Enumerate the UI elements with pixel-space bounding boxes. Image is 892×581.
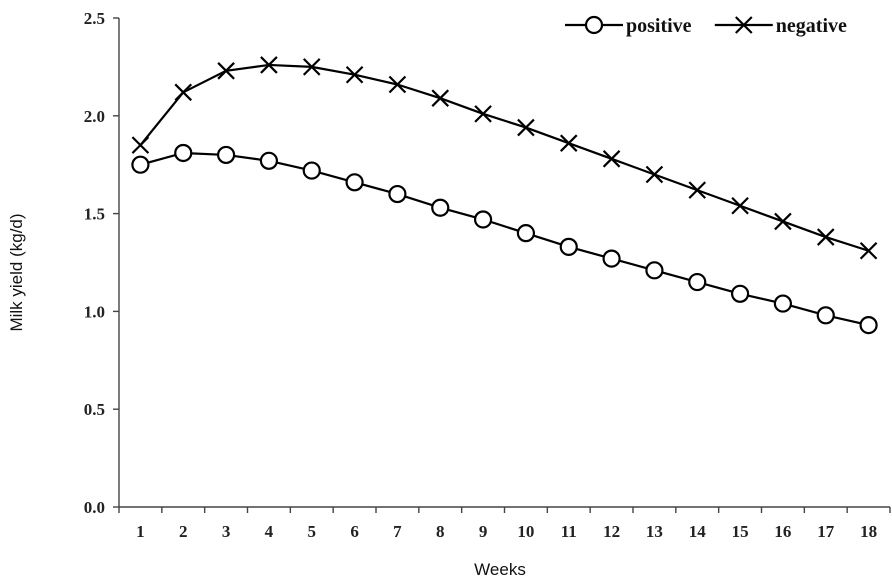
- x-tick-label: 13: [646, 522, 663, 541]
- data-point-positive: [516, 224, 536, 243]
- y-tick-label: 2.5: [84, 9, 105, 28]
- y-tick-label: 0.0: [84, 498, 105, 517]
- x-tick-label: 12: [603, 522, 620, 541]
- series-layer: [131, 56, 878, 335]
- data-point-negative: [174, 83, 193, 102]
- data-point-negative: [388, 75, 407, 94]
- cross-stroke: [474, 105, 492, 123]
- x-tick-label: 14: [689, 522, 707, 541]
- x-axis-ticks: 1 2 3 4 5 6 7 8 9 10 11 12 13 14 15 16 17 18: [118, 507, 891, 541]
- x-tick-label: 18: [860, 522, 877, 541]
- data-point-positive: [174, 143, 193, 163]
- y-axis-ticks: 0.0 0.5 1.0 1.5 2.0 2.5: [84, 9, 119, 517]
- data-point-positive: [559, 237, 578, 256]
- data-point-negative: [302, 58, 321, 76]
- data-point-negative: [217, 62, 235, 80]
- y-axis-title: Milk yield (kg/d): [7, 213, 26, 331]
- series-line-negative: [139, 63, 869, 252]
- series-line-positive: [140, 151, 869, 327]
- series-negative: [131, 56, 878, 260]
- data-point-positive: [431, 198, 450, 217]
- cross-stroke: [345, 65, 364, 84]
- cross-stroke: [517, 118, 535, 137]
- cross-stroke: [302, 58, 321, 76]
- data-point-positive: [302, 161, 321, 180]
- x-tick-label: 6: [350, 522, 359, 541]
- cross-stroke: [774, 212, 792, 231]
- x-tick-label: 9: [479, 522, 488, 541]
- data-point-positive: [859, 315, 878, 335]
- cross-stroke: [688, 181, 707, 199]
- data-point-positive: [216, 145, 236, 165]
- cross-stroke: [602, 150, 621, 168]
- legend-item-negative: negative: [714, 15, 847, 37]
- data-point-positive: [816, 306, 835, 325]
- cross-stroke: [859, 241, 878, 260]
- data-point-negative: [816, 228, 835, 246]
- data-point-positive: [730, 284, 750, 303]
- x-tick-label: 15: [732, 522, 749, 541]
- data-point-positive: [602, 249, 621, 268]
- data-point-positive: [388, 184, 407, 204]
- series-positive: [131, 143, 878, 335]
- data-point-negative: [602, 150, 621, 168]
- x-tick-label: 5: [308, 522, 317, 541]
- cross-stroke: [559, 134, 578, 152]
- x-tick-label: 11: [561, 522, 577, 541]
- data-point-negative: [859, 241, 878, 260]
- cross-stroke: [735, 16, 753, 34]
- x-tick-label: 7: [393, 522, 402, 541]
- x-tick-label: 8: [436, 522, 445, 541]
- cross-stroke: [731, 196, 749, 215]
- data-point-negative: [260, 56, 278, 74]
- cross-stroke: [217, 62, 235, 80]
- cross-stroke: [260, 56, 278, 74]
- data-point-positive: [345, 173, 364, 192]
- data-point-negative: [774, 212, 792, 231]
- cross-stroke: [431, 89, 450, 107]
- data-point-positive: [688, 272, 707, 292]
- cross-stroke: [645, 165, 664, 184]
- legend-label: negative: [776, 15, 847, 37]
- data-point-positive: [259, 151, 279, 170]
- data-point-positive: [773, 294, 793, 313]
- legend-marker: [735, 16, 753, 34]
- data-point-negative: [345, 65, 364, 84]
- x-tick-label: 4: [265, 522, 274, 541]
- y-tick-label: 1.0: [84, 302, 105, 321]
- data-point-negative: [517, 118, 535, 137]
- data-point-negative: [474, 105, 492, 123]
- x-tick-label: 2: [179, 522, 188, 541]
- cross-stroke: [388, 75, 407, 94]
- legend-label: positive: [626, 15, 692, 37]
- legend-marker: [584, 15, 604, 35]
- cross-stroke: [174, 83, 193, 102]
- cross-stroke: [131, 136, 150, 154]
- x-tick-label: 17: [817, 522, 835, 541]
- cross-stroke: [816, 228, 835, 246]
- x-tick-label: 3: [222, 522, 231, 541]
- data-point-positive: [473, 210, 493, 229]
- data-point-negative: [731, 196, 749, 215]
- y-tick-label: 0.5: [84, 400, 105, 419]
- x-tick-label: 16: [774, 522, 791, 541]
- data-point-negative: [559, 134, 578, 152]
- data-point-positive: [645, 261, 664, 280]
- data-point-negative: [688, 181, 707, 199]
- data-point-negative: [131, 136, 150, 154]
- x-tick-label: 10: [517, 522, 534, 541]
- x-tick-label: 1: [136, 522, 145, 541]
- data-point-negative: [645, 165, 664, 184]
- data-point-negative: [431, 89, 450, 107]
- legend: positive negative: [565, 15, 847, 37]
- legend-item-positive: positive: [565, 15, 692, 37]
- y-tick-label: 2.0: [84, 107, 105, 126]
- data-point-positive: [131, 155, 150, 174]
- x-axis-title: Weeks: [474, 560, 526, 579]
- y-tick-label: 1.5: [84, 205, 105, 224]
